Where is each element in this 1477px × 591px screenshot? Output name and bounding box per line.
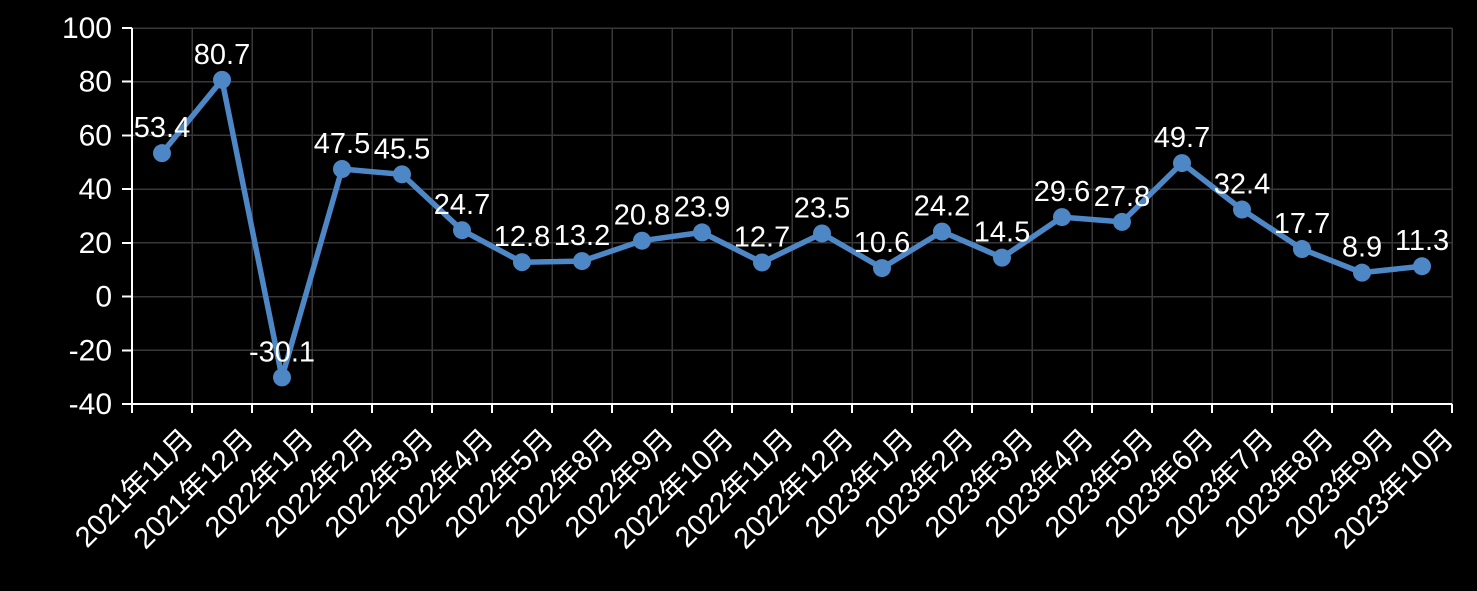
- data-label: 23.5: [794, 192, 850, 224]
- y-tick-label: 100: [62, 12, 112, 45]
- data-label: -30.1: [249, 336, 315, 368]
- data-label: 11.3: [1395, 225, 1449, 257]
- data-label: 12.8: [494, 221, 550, 253]
- data-label: 23.9: [674, 191, 730, 223]
- series-line: [159, 77, 1425, 381]
- data-point-marker: [753, 253, 771, 272]
- data-point-marker: [453, 221, 471, 240]
- data-label: 8.9: [1342, 232, 1382, 264]
- data-point-marker: [393, 165, 411, 184]
- data-point-marker: [513, 253, 531, 272]
- data-point-marker: [1293, 240, 1311, 259]
- data-point-marker: [873, 259, 891, 278]
- data-point-marker: [1113, 212, 1131, 231]
- data-point-marker: [1353, 263, 1371, 282]
- data-label: 14.5: [974, 217, 1030, 249]
- data-label: 24.2: [914, 191, 970, 223]
- y-tick-label: 60: [79, 119, 112, 152]
- data-point-marker: [213, 70, 231, 89]
- data-label: 53.4: [134, 112, 190, 144]
- data-label: 20.8: [614, 200, 670, 232]
- data-label: 12.7: [734, 221, 790, 253]
- y-tick-label: 0: [95, 281, 112, 314]
- data-label: 10.6: [854, 227, 910, 259]
- y-tick-label: -20: [69, 334, 112, 367]
- y-tick-label: 20: [79, 227, 112, 260]
- data-label: 27.8: [1094, 181, 1150, 213]
- data-point-marker: [1233, 200, 1251, 219]
- y-tick-label: 80: [79, 66, 112, 99]
- data-point-marker: [813, 224, 831, 243]
- data-point-marker: [573, 252, 591, 271]
- data-point-marker: [273, 368, 291, 387]
- data-point-marker: [693, 223, 711, 242]
- data-point-marker: [933, 222, 951, 241]
- data-point-marker: [1413, 257, 1431, 276]
- data-point-marker: [153, 144, 171, 163]
- y-tick-label: -40: [69, 388, 112, 421]
- data-label: 47.5: [314, 128, 370, 160]
- data-point-marker: [1053, 208, 1071, 227]
- data-point-marker: [633, 231, 651, 250]
- data-label: 80.7: [194, 39, 250, 71]
- data-label: 29.6: [1034, 176, 1090, 208]
- data-point-marker: [993, 248, 1011, 267]
- data-label: 24.7: [434, 189, 490, 221]
- y-tick-label: 40: [79, 173, 112, 206]
- data-label: 49.7: [1154, 122, 1210, 154]
- data-point-marker: [333, 160, 351, 178]
- data-label: 45.5: [374, 133, 430, 165]
- data-label: 32.4: [1214, 169, 1270, 201]
- data-label: 13.2: [554, 220, 610, 252]
- data-label: 17.7: [1274, 208, 1330, 240]
- data-point-marker: [1173, 154, 1191, 173]
